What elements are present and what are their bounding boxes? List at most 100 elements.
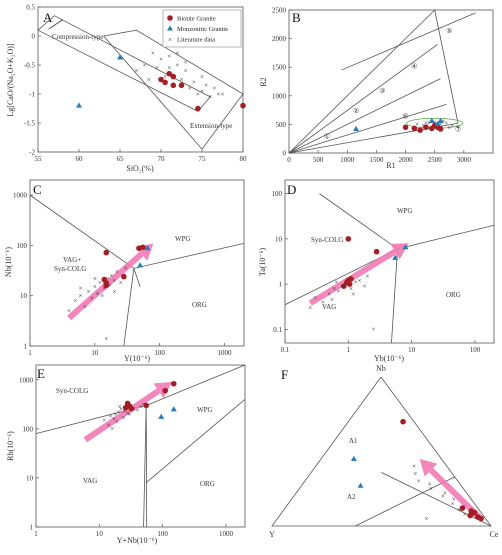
panel-D-ytick-label: 100 [272,190,283,198]
panel-C-biotite-point [103,250,109,256]
legend-biotite-label: Biotite Granite [177,16,216,23]
panel-D-xtick-label: 10 [408,346,416,354]
panel-F-vertex-left: Y [269,530,275,539]
panel-A-literature-point: × [134,67,138,75]
panel-A-literature-point: × [184,58,188,66]
panel-A-literature-point: × [143,61,147,69]
panel-B-ytick-label: 1500 [272,64,287,72]
panel-B-literature-point: × [456,123,460,131]
panel-E-ytick-label: 10 [26,474,34,482]
panel-letter-A: A [43,10,53,25]
panel-E-boundary-upper [36,365,245,434]
panel-B-frame [289,10,493,153]
panel-B-field-number: ⑥ [402,113,408,121]
panel-C-xtick-label: 10 [91,349,99,357]
panel-E-ytick-label: 1 [30,524,34,532]
panel-A-ytick-label: 0 [32,33,36,41]
panel-C-biotite-point [140,244,146,250]
panel-F-literature-point: × [457,506,461,514]
panel-E-literature-point: × [112,415,116,423]
panel-F-points: ××××××××××××× [351,419,484,523]
panel-C-syn-label: Syn-COLG [54,265,86,273]
panel-E-monzonitic-point [158,414,164,419]
panel-C-xtick-label: 100 [154,349,165,357]
panel-C-literature-point: × [108,282,112,290]
panel-C-literature-point: × [67,307,71,315]
panel-A-literature-point: × [200,73,204,81]
panel-A-literature-point: × [167,64,171,72]
panel-F-biotite-point [478,516,484,522]
legend-literature-label: Literature data [177,37,215,44]
panel-C-vag-label: VAG+ [63,256,81,264]
panel-A-xlabel: SiO₂(%) [126,164,154,173]
panel-D-literature-point: × [313,294,317,302]
panel-C-wpg-label: WPG [175,235,191,243]
panel-C-boundary-lower [124,268,134,346]
panel-A-ytick-label: 0.5 [26,4,35,12]
panel-D-literature-point: × [321,298,325,306]
panel-C-monzonitic-point [137,262,143,267]
panel-C-literature-point: × [78,292,82,300]
panel-B-literature-point: × [433,118,437,126]
panel-C-xlabel: Y(10⁻⁶) [124,354,150,363]
panel-F-a2-label: A2 [347,493,356,501]
panel-A-literature-point: × [192,79,196,87]
panel-A-ytick-label: -1 [29,91,35,99]
panel-E-points: ×××××××××××××××××× [102,381,176,433]
legend-literature-marker: × [168,36,172,44]
panel-F-triangle-outline [272,377,491,526]
panel-A-literature-point: × [208,93,212,101]
panel-letter-F: F [281,367,288,382]
panel-F-monzonitic-point [358,483,364,488]
panel-A-ytick-label: -2 [29,149,35,157]
panel-D-xlabel: Yb(10⁻⁶) [374,354,404,363]
panel-D-wpg-label: WPG [397,207,413,215]
panel-B-boundary-top [341,13,475,70]
panel-C: C WPG VAG+ Syn-COLG ORG ××××××××××××××××… [4,180,244,363]
panel-A-literature-point: × [163,73,167,81]
panel-D-ytick-label: 0.1 [273,326,282,334]
panel-A: A Compression-type Extension-type ××××××… [6,4,247,174]
panel-B-ytick-label: 2000 [272,35,287,43]
panel-A-monzonitic-point [76,102,82,107]
panel-C-literature-point: × [83,303,87,311]
panel-B-xtick-label: 2500 [428,156,443,164]
panel-letter-E: E [37,366,45,381]
panel-A-ytick-label: -1.5 [24,120,36,128]
panel-D-trend-arrow [310,243,409,303]
panel-C-ytick-label: 1000 [13,192,28,200]
panel-B-field-number: ⑤ [446,27,452,35]
panel-D-xtick-label: 1 [347,346,351,354]
legend: Biotite Granite Monzonitic Granite × Lit… [163,10,241,47]
panel-E-wpg-label: WPG [197,406,213,414]
panel-A-literature-point: × [155,64,159,72]
panel-D-ytick-label: 10 [275,235,283,243]
panel-C-literature-point: × [100,292,104,300]
panel-E-xtick-label: 100 [157,530,168,538]
panel-E-literature-point: × [142,400,146,408]
panel-F-literature-point: × [451,500,455,508]
panel-E-ytick-label: 100 [23,425,34,433]
panel-A-biotite-point [171,83,177,89]
panel-B-literature-point: × [424,120,428,128]
panel-F-biotite-point [472,510,478,516]
panel-letter-D: D [287,182,296,197]
panel-D-literature-point: × [365,272,369,280]
panel-D-xtick-label: 0.1 [281,346,290,354]
panel-E-boundary-lower [146,399,245,482]
panel-E: E Syn-COLG WPG VAG ORG ×××××××××××××××××… [6,365,245,545]
panel-letter-C: C [33,182,42,197]
panel-B-monzonitic-point [353,126,359,131]
panel-F: F Nb Y Ce A1 A2 ××××××××××××× [269,364,499,539]
panel-B-field-number: ① [324,133,330,141]
panel-F-biotite-point [400,419,406,425]
panel-A-xtick-label: 65 [117,155,125,163]
panel-C-literature-point: × [96,290,100,298]
legend-monzonitic-label: Monzonitic Granite [177,26,228,33]
panel-A-xtick-label: 60 [76,155,84,163]
panel-F-triangle [272,377,491,526]
